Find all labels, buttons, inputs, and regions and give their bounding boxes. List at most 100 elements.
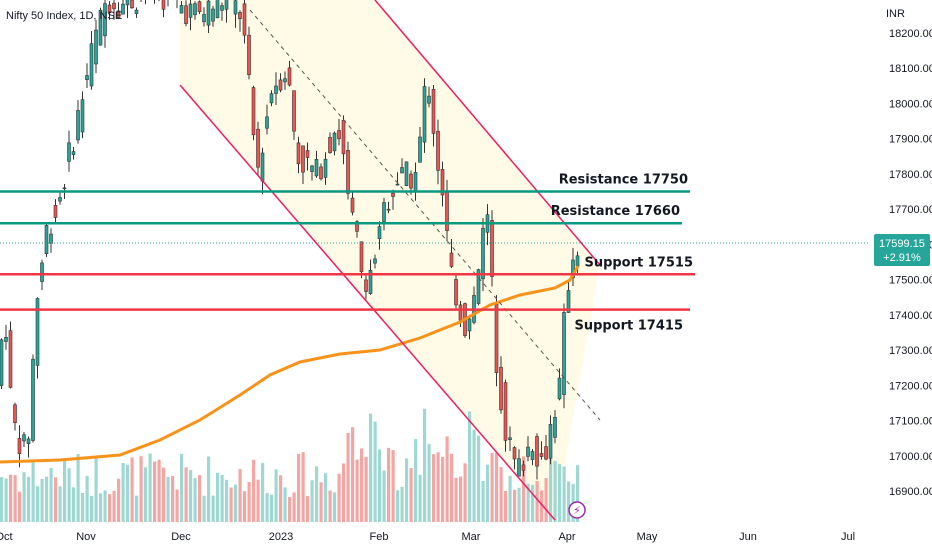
candle-body [512, 447, 517, 460]
x-tick-label: Jun [739, 531, 757, 543]
volume-bar [9, 474, 13, 522]
candle-body [215, 0, 220, 19]
candle-body [355, 221, 359, 232]
volume-bar [256, 479, 260, 522]
volume-bar [175, 489, 179, 522]
candle-body [8, 330, 13, 388]
candle-body [305, 150, 310, 158]
level-label: Resistance 17660 [551, 204, 680, 219]
candle-body [265, 116, 269, 129]
x-tick-label: Feb [370, 531, 389, 543]
volume-bar [211, 495, 215, 522]
volume-bar [526, 483, 530, 522]
candle-body [134, 9, 139, 14]
candle-body [287, 67, 292, 86]
volume-bar [459, 476, 463, 522]
volume-bar [67, 468, 71, 522]
volume-bar [112, 490, 116, 522]
candle-body [508, 437, 512, 440]
candle-body [350, 197, 355, 213]
level-label: Support 17415 [574, 319, 683, 334]
candle-body [116, 10, 121, 18]
candle-body [161, 0, 166, 10]
y-tick-label: 17200.00 [889, 380, 932, 392]
candle-body [125, 0, 130, 6]
lightning-icon[interactable] [568, 501, 586, 519]
candle-body [548, 424, 553, 459]
volume-bar [27, 476, 31, 522]
candle-body [85, 75, 89, 80]
y-tick-label: 17800.00 [889, 169, 932, 181]
candle-body [242, 3, 247, 36]
candle-body [260, 152, 265, 182]
candle-body [359, 241, 364, 273]
volume-bar [49, 467, 53, 522]
candle-body [202, 14, 206, 23]
candle-body [247, 34, 251, 76]
volume-bar [382, 470, 386, 522]
volume-bar [540, 490, 544, 522]
channel-lower-line [179, 84, 556, 521]
volume-bar [265, 493, 269, 522]
volume-bar [562, 466, 566, 522]
volume-bar [202, 495, 206, 522]
level-lines: Resistance 17750 Resistance 17660 Support … [0, 173, 695, 334]
volume-bar [180, 453, 184, 522]
volume-bar [508, 475, 512, 522]
volume-bar [207, 456, 211, 522]
volume-bar [130, 457, 134, 522]
candle-body [454, 279, 458, 306]
level-label: Resistance 17750 [559, 173, 688, 188]
candle-body [571, 259, 575, 279]
candle-body [332, 132, 337, 152]
candle-body [44, 225, 49, 254]
candle-body [184, 5, 188, 24]
candle-body [494, 303, 499, 373]
volume-bar [409, 468, 413, 522]
candle-body [395, 183, 400, 186]
volume-bar [477, 435, 481, 522]
volume-bar [306, 496, 310, 522]
candle-body [553, 416, 557, 438]
volume-bar [193, 478, 197, 522]
volume-bar [567, 481, 571, 522]
candle-body [364, 279, 368, 292]
volume-bar [364, 456, 368, 522]
x-tick-label: Jul [841, 531, 855, 543]
x-tick-label: May [637, 531, 658, 543]
candle-body [440, 169, 445, 196]
y-tick-label: 17900.00 [889, 134, 932, 146]
candle-body [107, 4, 112, 14]
candle-body [445, 191, 449, 231]
candle-body [296, 142, 301, 165]
channel-mid-line [249, 9, 601, 421]
candle-body [76, 110, 80, 141]
volume-bar [81, 493, 85, 522]
volume-bar [463, 463, 467, 522]
candle-body [35, 298, 40, 366]
candle-body [314, 159, 319, 177]
candle-body [319, 166, 323, 180]
candle-body [197, 1, 202, 13]
price-change: +2.91% [883, 252, 921, 264]
candle-body [476, 269, 481, 304]
volume-bar [472, 429, 476, 522]
volume-bar [517, 487, 521, 522]
candle-body [94, 29, 98, 65]
candle-body [31, 358, 35, 441]
x-tick-label: Dec [171, 531, 191, 543]
volume-bar [315, 466, 319, 522]
volume-bar [436, 452, 440, 522]
x-tick-label: Nov [76, 531, 96, 543]
y-tick-label: 17000.00 [889, 451, 932, 463]
volume-bar [153, 461, 157, 522]
volume-bar [324, 473, 328, 522]
candle-body [98, 9, 103, 46]
volume-bar [58, 486, 62, 522]
volume-bar [243, 491, 247, 522]
volume-bar [504, 491, 508, 522]
candle-body [368, 269, 373, 294]
candle-body [301, 145, 305, 173]
volume-bar [234, 484, 238, 522]
